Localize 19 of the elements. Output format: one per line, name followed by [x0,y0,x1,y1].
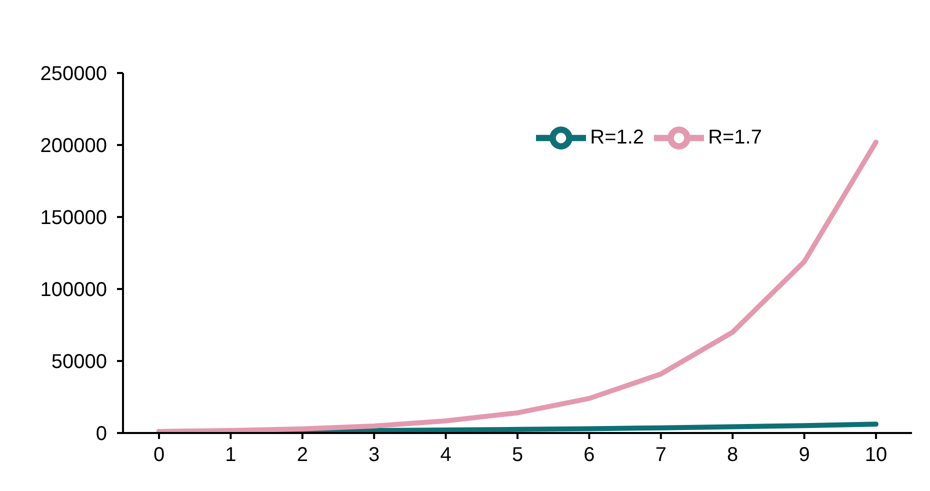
x-tick-label: 3 [368,444,380,466]
y-tick-label: 200000 [40,135,107,158]
y-tick-label: 50000 [51,351,107,374]
x-tick-label: 8 [727,444,738,466]
y-tick-label: 250000 [40,63,107,86]
x-tick-label: 10 [864,444,888,466]
x-tick-label: 5 [512,444,524,466]
x-tick-label: 4 [440,444,452,466]
x-tick-label: 2 [296,444,308,466]
x-tick-label: 1 [225,444,236,466]
legend-label: R=1.2 [590,126,644,148]
x-tick-label: 0 [153,444,165,466]
y-tick-label: 0 [96,423,107,446]
x-tick-label: 7 [655,444,666,466]
legend-label: R=1.7 [708,126,762,148]
y-tick-label: 150000 [40,207,107,230]
x-tick-label: 9 [798,444,810,466]
x-tick-label: 6 [584,444,595,466]
y-tick-label: 100000 [40,279,107,302]
